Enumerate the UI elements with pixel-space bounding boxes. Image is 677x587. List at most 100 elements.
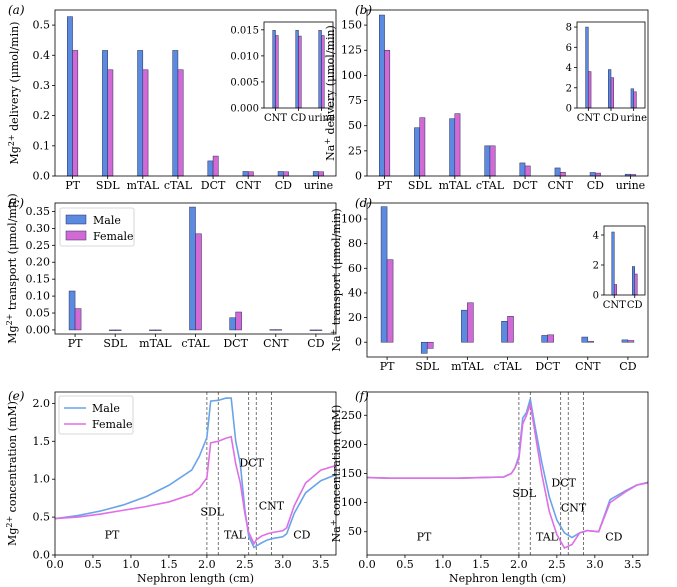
panel-c-ytick-label: 0.25: [26, 239, 51, 252]
panel-b-ylabel-base: Na: [324, 144, 337, 161]
panel-a-ytick-label: 0.2: [33, 109, 51, 122]
panel-c-bar-female-cnt: [275, 329, 283, 331]
panel-e-frame: [54, 391, 337, 556]
panel-d-ytick-label: 60: [348, 262, 362, 275]
panel-b-ylabel-sup: +: [323, 138, 332, 145]
panel-e-region-pt: PT: [105, 528, 120, 541]
panel-a-inset-xtick-label-urine: urine: [308, 113, 335, 124]
panel-c-label: (c): [8, 196, 24, 210]
panel-f: (f) Na+ concentration (mM) PT SDL TAL DCT CNT C…: [329, 389, 649, 585]
panel-f-label: (f): [355, 389, 369, 403]
panel-f-xtick-label: 0.0: [358, 558, 376, 571]
panel-c-bar-female-mtal: [155, 329, 162, 331]
panel-d-ytick-label: 80: [348, 237, 362, 250]
panel-a-bar-female-cnt: [247, 171, 254, 177]
panel-f-ylabel-base: Na: [330, 526, 343, 543]
panel-c-ytick-label: 0.35: [26, 205, 51, 218]
panel-a-ylabel-sup: 2+: [7, 134, 16, 146]
panel-d-bar-female-sdl: [426, 341, 434, 349]
panel-a-inset-bar-male-urine: [318, 30, 322, 109]
panel-c-legend-swatch-male: [65, 214, 87, 225]
panel-a-bar-male-dct: [207, 160, 214, 177]
panel-b-xtick-label-cd: CD: [587, 179, 604, 192]
panel-b-bar-male-ctal: [484, 145, 491, 177]
panel-c-bar-male-sdl: [108, 329, 116, 331]
panel-c-ytick-label: 0.00: [26, 323, 51, 336]
panel-f-ylabel-sup: +: [329, 519, 338, 526]
panel-a-inset-bar-male-cnt: [272, 30, 276, 109]
panel-e-region-tal: TAL: [224, 528, 247, 541]
panel-f-region-tal: TAL: [536, 530, 559, 543]
panel-e-xtick-label: 2.0: [198, 558, 216, 571]
panel-e-ytick-label: 1.0: [33, 473, 51, 486]
panel-d-bar-male-cnt: [581, 336, 589, 343]
panel-a-ytick-label: 0.3: [33, 79, 51, 92]
panel-b-inset-xtick-label-cnt: CNT: [577, 113, 600, 124]
panel-b-xtick-label-dct: DCT: [513, 179, 538, 192]
panel-d-xtick-label-sdl: SDL: [415, 360, 439, 373]
panel-e-xtick-label: 1.5: [160, 558, 178, 571]
panel-b-ylabel: Na+ delivery (μmol/min): [323, 25, 337, 161]
panel-b-inset-bar-female-urine: [633, 91, 637, 109]
panel-b-xtick-label-pt: PT: [377, 179, 392, 192]
panel-d-inset-frame: [603, 225, 646, 296]
panel-d-xtick-label-cd: CD: [619, 360, 636, 373]
panel-d-xtick-label-dct: DCT: [535, 360, 560, 373]
panel-a-xtick-label-mtal: mTAL: [127, 179, 160, 192]
panel-b-inset-bar-female-cd: [610, 77, 614, 109]
panel-b-inset-ytick-label: 0: [566, 104, 572, 115]
panel-e-xtick-label: 2.5: [236, 558, 254, 571]
panel-b-ytick-label: 125: [341, 44, 362, 57]
panel-c-bar-male-ctal: [189, 206, 196, 331]
panel-a-bar-female-cd: [283, 171, 289, 177]
panel-b-inset-xtick-label-urine: urine: [620, 113, 647, 124]
panel-e-xtick-label: 0.0: [46, 558, 64, 571]
panel-f-region-dct: DCT: [551, 476, 576, 489]
panel-c-ytick-label: 0.30: [26, 222, 51, 235]
panel-c-xtick-label-cd: CD: [307, 337, 324, 350]
panel-d-label: (d): [355, 196, 372, 210]
panel-c-bar-male-cd: [309, 329, 317, 331]
panel-f-ytick-label: 250: [341, 409, 362, 422]
panel-a: (a) Mg2+ delivery (μmol/min) PT SDL mTAL cTAL…: [7, 3, 337, 192]
panel-e-xtick-label: 3.5: [312, 558, 330, 571]
panel-b-frame: [366, 9, 649, 177]
panel-c-ytick-label: 0.20: [26, 256, 51, 269]
panel-d-ylabel: Na+ transport (μmol/min): [329, 208, 343, 351]
panel-c-bar-female-cd: [315, 329, 323, 331]
panel-b-inset: CNT CD urine 0 2 4 6 8: [566, 21, 647, 124]
panel-d-ylabel-sup: +: [329, 329, 338, 336]
panel-f-ytick-label: 50: [348, 525, 362, 538]
panel-a-inset-bar-male-cd: [295, 30, 299, 109]
panel-e-ytick-label: 0.5: [33, 511, 51, 524]
panel-f-xtick-label: 3.0: [586, 558, 604, 571]
panel-c-bar-male-mtal: [149, 329, 156, 331]
panel-a-xtick-label-cnt: CNT: [235, 179, 261, 192]
panel-d-ytick-label: 0: [355, 336, 362, 349]
panel-b-inset-bar-male-urine: [630, 88, 634, 109]
panel-c-xtick-label-dct: DCT: [223, 337, 248, 350]
panel-f-xtick-label: 3.5: [624, 558, 642, 571]
panel-e-ytick-label: 0.0: [33, 549, 51, 562]
panel-d-inset-xtick-label-cd: CD: [627, 300, 643, 311]
panel-b-inset-bar-male-cd: [608, 69, 612, 109]
panel-d-inset-bar-male-cd: [632, 266, 635, 296]
panel-d-bar-female-cd: [627, 340, 635, 343]
panel-c-bar-male-cnt: [269, 329, 277, 331]
panel-d-bar-male-cd: [621, 339, 629, 343]
panel-f-region-sdl: SDL: [512, 487, 536, 500]
panel-b-ytick-label: 50: [348, 119, 362, 132]
panel-a-xtick-label-sdl: SDL: [96, 179, 120, 192]
panel-f-xtick-label: 2.5: [548, 558, 566, 571]
panel-c: (c)Mg2+ transport (μmol/min)PT SDL mTAL cTA…: [5, 193, 337, 350]
panel-a-xtick-label-pt: PT: [65, 179, 80, 192]
panel-f-xtick-label: 1.0: [434, 558, 452, 571]
panel-e-region-sdl: SDL: [200, 506, 224, 519]
panel-d-xtick-label-pt: PT: [380, 360, 395, 373]
panel-b-bar-male-pt: [379, 14, 385, 177]
panel-a-ytick-label: 0.4: [33, 49, 51, 62]
panel-f-region-cnt: CNT: [561, 501, 587, 514]
panel-a-bar-female-urine: [318, 171, 324, 177]
panel-a-inset: CNT CD urine 0.000 0.005 0.010 0.015: [230, 21, 335, 124]
panel-b-bar-female-cd: [595, 172, 601, 177]
